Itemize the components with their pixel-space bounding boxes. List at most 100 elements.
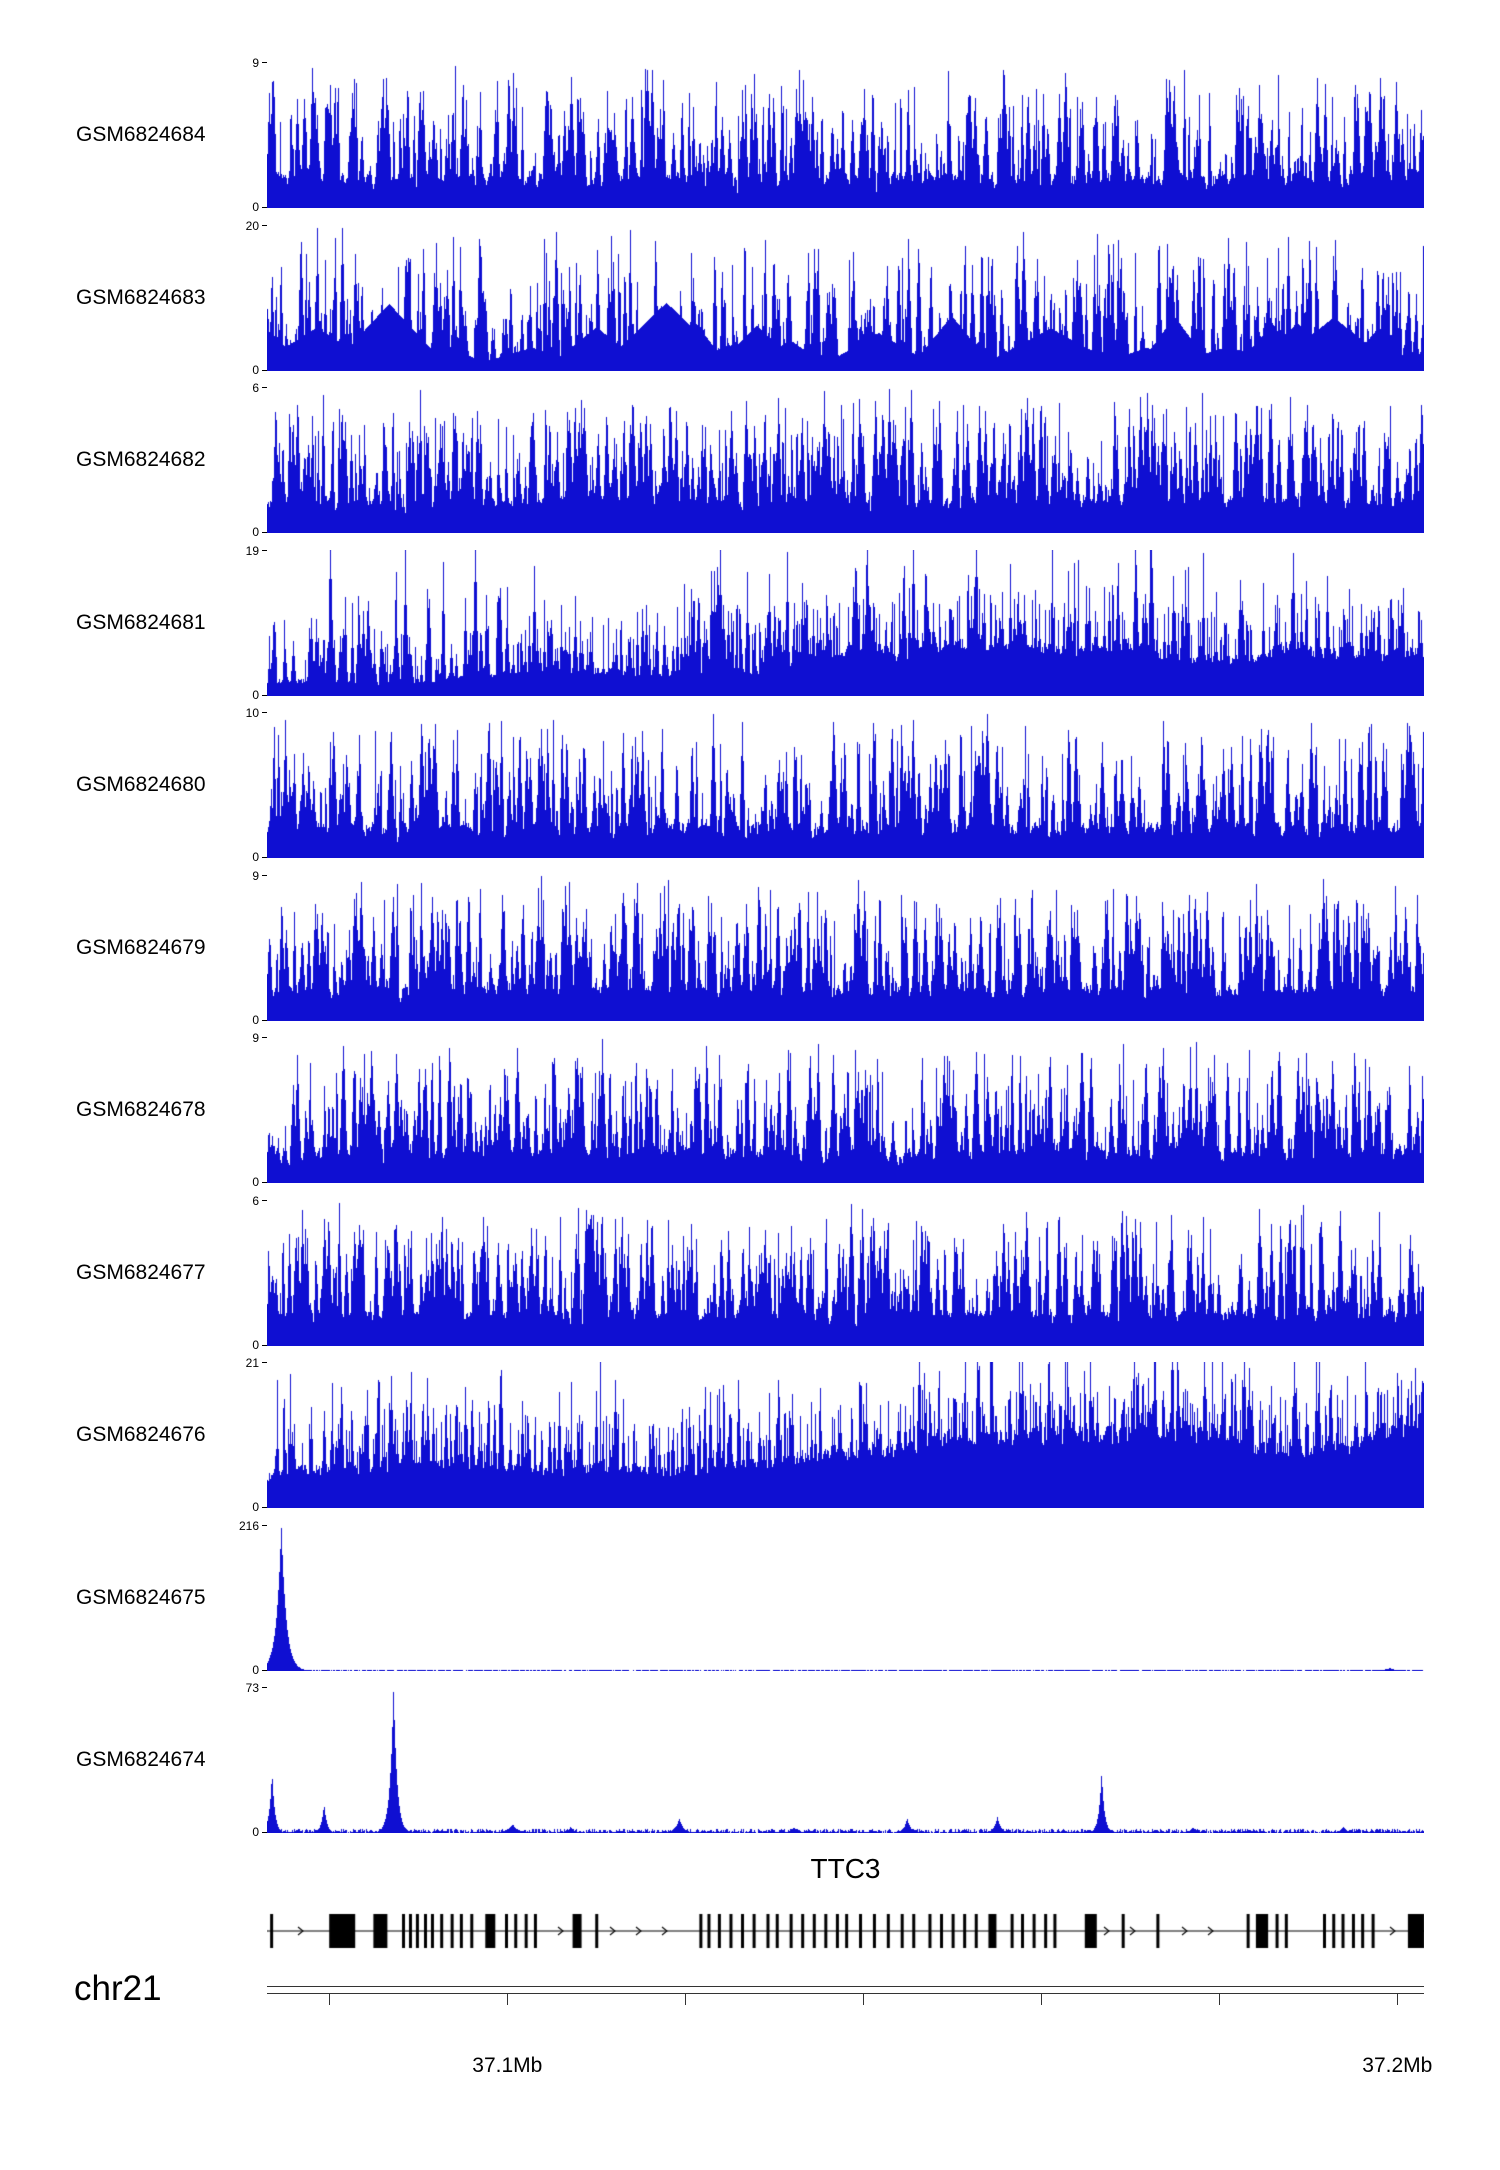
y-axis-max-label: 21: [245, 1356, 259, 1370]
y-axis-max-label: 6: [252, 381, 259, 395]
track-label: GSM6824675: [76, 1585, 206, 1609]
y-axis-tick: [262, 874, 267, 876]
track-label: GSM6824683: [76, 285, 206, 309]
y-axis-max-label: 10: [245, 706, 259, 720]
axis-tick-mark: [507, 1993, 509, 2005]
y-axis-max-label: 20: [245, 218, 259, 233]
track-plot-area: 216 0: [239, 1520, 1424, 1676]
y-axis-zero-label: 0: [252, 362, 259, 377]
track-label: GSM6824680: [76, 773, 206, 796]
y-axis-zero-label: 0: [252, 1175, 259, 1189]
y-axis-tick: [262, 1669, 267, 1671]
track-plot-area: 9 0: [252, 1032, 1424, 1188]
track-plot-area: 9 0: [252, 870, 1424, 1026]
track-row: GSM6824679 9 0: [0, 870, 1500, 1038]
track-row: GSM6824681 19 0: [0, 545, 1500, 713]
track-label: GSM6824681: [76, 610, 206, 634]
coverage-signal-canvas: [267, 874, 1424, 1021]
y-axis-zero-label: 0: [252, 1825, 259, 1839]
track-plot-area: 19 0: [246, 545, 1424, 701]
y-axis-zero-label: 0: [252, 1662, 259, 1677]
track-plot-area: 6 0: [252, 1195, 1424, 1351]
y-axis-zero-label: 0: [252, 850, 259, 864]
axis-coordinate-label: 37.2Mb: [1362, 2054, 1433, 2077]
axis-tick-mark: [863, 1993, 865, 2005]
y-axis-zero-label: 0: [252, 1500, 259, 1514]
track-label: GSM6824682: [76, 448, 206, 471]
axis-tick-mark: [1397, 1993, 1399, 2005]
track-label: GSM6824674: [76, 1748, 206, 1771]
track-label: GSM6824676: [76, 1423, 206, 1446]
y-axis-tick: [262, 369, 267, 371]
genome-axis-line: [267, 1993, 1424, 1994]
y-axis-max-label: 9: [252, 1031, 259, 1045]
y-axis-tick: [262, 1362, 267, 1363]
y-axis-zero-label: 0: [252, 525, 259, 539]
y-axis-tick: [262, 532, 267, 533]
y-axis-zero-label: 0: [252, 687, 259, 702]
y-axis-max-label: 19: [245, 543, 259, 558]
track-plot-area: 20 0: [246, 220, 1424, 376]
y-axis-tick: [262, 1344, 267, 1346]
coverage-signal-canvas: [267, 224, 1424, 371]
y-axis-tick: [262, 1832, 267, 1833]
axis-tick-mark: [685, 1993, 687, 2005]
track-row: GSM6824682 6 0: [0, 382, 1500, 550]
y-axis-tick: [262, 224, 267, 226]
coverage-signal-canvas: [267, 712, 1424, 858]
y-axis-tick: [262, 694, 267, 696]
y-axis-max-label: 9: [252, 868, 259, 883]
y-axis-tick: [262, 712, 267, 713]
track-row: GSM6824683 20 0: [0, 220, 1500, 388]
y-axis-tick: [262, 1524, 267, 1526]
axis-tick-mark: [1219, 1993, 1221, 2005]
y-axis-tick: [262, 549, 267, 551]
y-axis-tick: [262, 207, 267, 208]
genome-axis-line: [267, 1986, 1424, 1987]
track-row: GSM6824678 9 0: [0, 1032, 1500, 1200]
y-axis-tick: [262, 1687, 267, 1688]
track-label: GSM6824679: [76, 935, 206, 959]
coverage-signal-canvas: [267, 1687, 1424, 1833]
track-label: GSM6824684: [76, 123, 206, 146]
coverage-signal-canvas: [267, 387, 1424, 533]
y-axis-tick: [262, 1507, 267, 1508]
y-axis-tick: [262, 1037, 267, 1038]
track-plot-area: 10 0: [246, 707, 1424, 863]
coverage-signal-canvas: [267, 1037, 1424, 1183]
track-plot-area: 9 0: [252, 57, 1424, 213]
y-axis-tick: [262, 857, 267, 858]
track-row: GSM6824675 216 0: [0, 1520, 1500, 1688]
y-axis-max-label: 73: [245, 1681, 259, 1695]
coverage-signal-canvas: [267, 1524, 1424, 1671]
axis-tick-mark: [329, 1993, 331, 2005]
chromosome-label: chr21: [74, 1969, 162, 2008]
track-plot-area: 6 0: [252, 382, 1424, 538]
coverage-signal-canvas: [267, 1199, 1424, 1346]
axis-tick-mark: [1041, 1993, 1043, 2005]
coverage-signal-canvas: [267, 1362, 1424, 1508]
track-plot-area: 73 0: [246, 1682, 1424, 1838]
y-axis-tick: [262, 1199, 267, 1201]
y-axis-zero-label: 0: [252, 1337, 259, 1352]
track-row: GSM6824674 73 0: [0, 1682, 1500, 1850]
coverage-signal-canvas: [267, 62, 1424, 208]
signal-tracks-container: GSM6824684 9 0 GSM6824683 20 0 GSM682468…: [0, 57, 1500, 1850]
y-axis-max-label: 9: [252, 56, 259, 70]
y-axis-tick: [262, 62, 267, 63]
y-axis-max-label: 6: [252, 1193, 259, 1208]
y-axis-tick: [262, 1182, 267, 1183]
track-label: GSM6824677: [76, 1260, 206, 1284]
track-row: GSM6824684 9 0: [0, 57, 1500, 225]
y-axis-zero-label: 0: [252, 200, 259, 214]
track-plot-area: 21 0: [246, 1357, 1424, 1513]
gene-model-track: [267, 1896, 1424, 1966]
y-axis-zero-label: 0: [252, 1012, 259, 1027]
axis-coordinate-label: 37.1Mb: [472, 2054, 543, 2077]
track-row: GSM6824680 10 0: [0, 707, 1500, 875]
track-row: GSM6824677 6 0: [0, 1195, 1500, 1363]
y-axis-max-label: 216: [238, 1518, 259, 1533]
track-label: GSM6824678: [76, 1098, 206, 1121]
y-axis-tick: [262, 1019, 267, 1021]
